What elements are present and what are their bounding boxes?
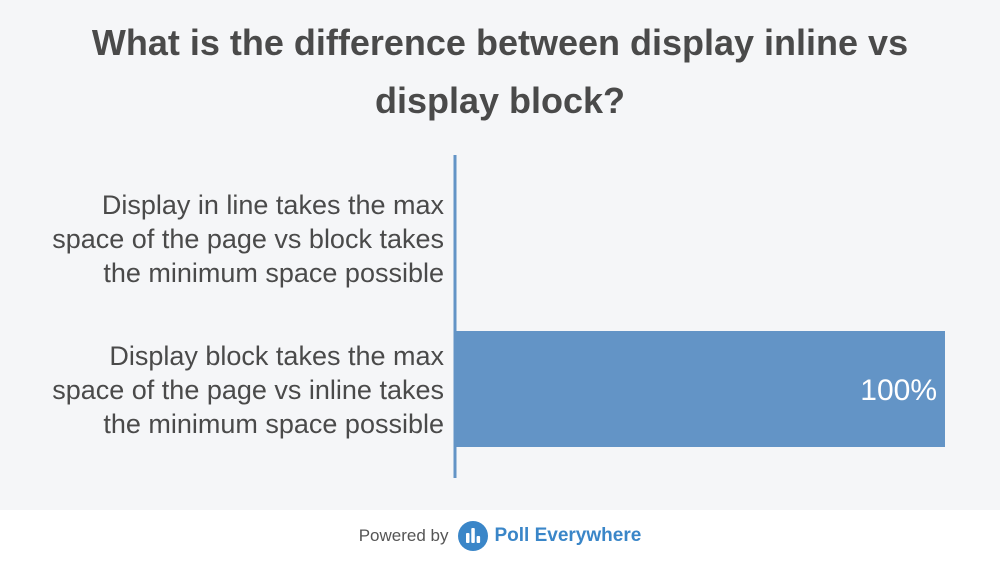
powered-by-text: Powered by [358, 526, 449, 545]
brand-name: Poll Everywhere [494, 525, 642, 546]
brand-link[interactable]: Poll Everywhere [458, 521, 641, 551]
bar [455, 331, 945, 447]
data-label: 100% [860, 374, 937, 407]
footer: Powered by Poll Everywhere [0, 510, 1000, 562]
bar-chart: Display in line takes the max space of th… [52, 155, 945, 478]
category-label: Display block takes the max space of the … [52, 341, 444, 439]
poll-everywhere-logo-icon [458, 521, 489, 551]
chart-title: What is the difference between display i… [91, 22, 909, 121]
category-label: Display in line takes the max space of th… [52, 190, 444, 288]
